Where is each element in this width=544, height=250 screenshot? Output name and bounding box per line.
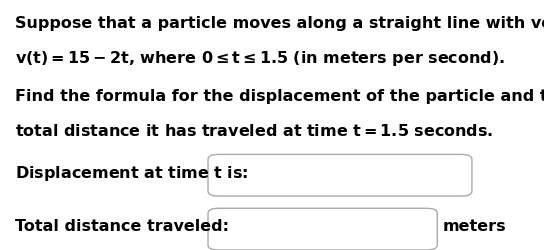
FancyBboxPatch shape: [208, 208, 437, 250]
Text: meters: meters: [443, 219, 506, 234]
Text: Suppose that a particle moves along a straight line with velocity: Suppose that a particle moves along a st…: [15, 16, 544, 31]
Text: total distance it has traveled at time $t = 1.5$ seconds.: total distance it has traveled at time $…: [15, 122, 493, 138]
Text: Find the formula for the displacement of the particle and the: Find the formula for the displacement of…: [15, 90, 544, 104]
FancyBboxPatch shape: [208, 154, 472, 196]
Text: $v(t) = 15 - 2t$, where $0 \leq t \leq 1.5$ (in meters per second).: $v(t) = 15 - 2t$, where $0 \leq t \leq 1…: [15, 49, 505, 68]
Text: Total distance traveled:: Total distance traveled:: [15, 219, 229, 234]
Text: Displacement at time $t$ is:: Displacement at time $t$ is:: [15, 164, 249, 183]
